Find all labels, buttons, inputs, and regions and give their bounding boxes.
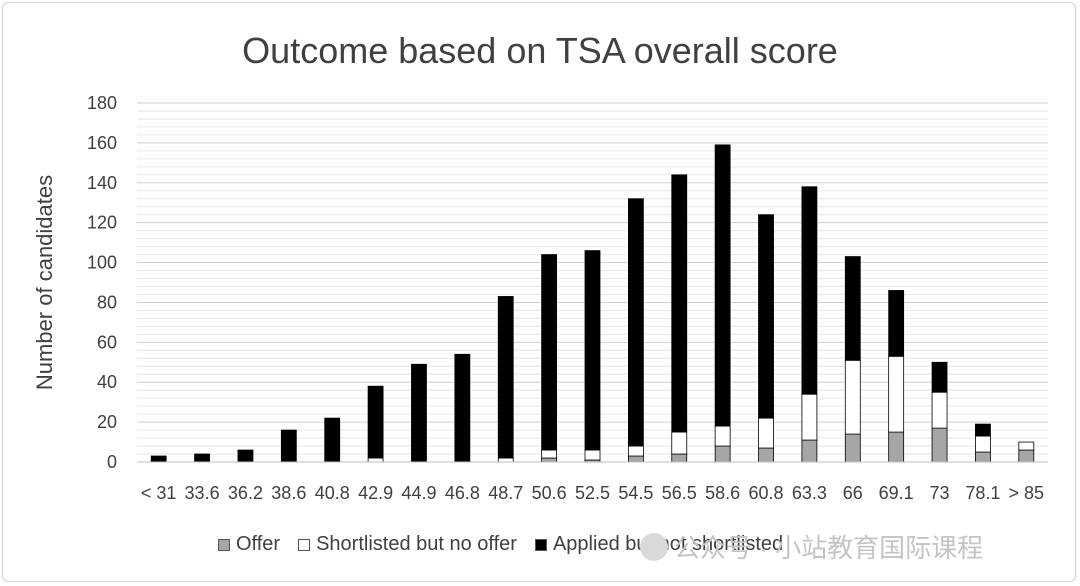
bar-segment-applied (280, 429, 297, 463)
bar-segment-offer (541, 457, 558, 463)
bar-segment-offer (627, 455, 644, 463)
x-tick-label: 40.8 (315, 483, 350, 503)
y-tick-label: 0 (107, 452, 117, 472)
bar-segment-applied (975, 423, 991, 437)
legend-item-applied: Applied but not shortlisted (534, 533, 784, 556)
x-tick-label: 42.9 (358, 483, 393, 503)
bar-segment-shortlisted (627, 445, 644, 457)
bar-segment-applied (411, 363, 427, 463)
y-tick-label: 60 (97, 332, 117, 352)
x-tick-label: 78.1 (965, 483, 1000, 503)
bar-segment-shortlisted (584, 449, 601, 461)
legend: Offer Shortlisted but no offer Applied b… (218, 533, 801, 556)
bar-segment-shortlisted (758, 417, 774, 449)
x-tick-label: 66 (843, 483, 863, 503)
bar-segment-applied (888, 290, 905, 357)
x-tick-label: 44.9 (401, 483, 436, 503)
x-tick-label: 52.5 (575, 483, 610, 503)
bar-segment-offer (844, 433, 861, 463)
y-tick-label: 40 (97, 372, 117, 392)
bar-segment-offer (714, 445, 731, 463)
legend-swatch-applied (534, 538, 547, 551)
bar-segment-shortlisted (714, 425, 731, 447)
legend-item-shortlisted: Shortlisted but no offer (298, 533, 517, 556)
bar-segment-shortlisted (975, 435, 991, 453)
legend-label-applied: Applied but not shortlisted (552, 533, 784, 555)
x-tick-label: 33.6 (185, 483, 220, 503)
bar-segment-applied (671, 174, 688, 433)
x-tick-label: 54.5 (618, 483, 653, 503)
y-tick-label: 20 (97, 412, 117, 432)
bar-segment-applied (714, 144, 731, 427)
bar-segment-offer (931, 427, 948, 463)
bar-segment-applied (844, 256, 861, 361)
x-tick-label: 73 (930, 483, 950, 503)
bar-segment-applied (367, 385, 384, 459)
x-tick-label: 63.3 (792, 483, 827, 503)
legend-item-offer: Offer (218, 533, 280, 556)
bar-segment-shortlisted (931, 391, 948, 429)
y-tick-label: 160 (87, 133, 117, 153)
bar-segment-shortlisted (888, 355, 905, 433)
y-tick-label: 140 (87, 173, 117, 193)
bar-segment-offer (801, 439, 818, 463)
bar-segment-applied (150, 455, 167, 463)
x-tick-label: 58.6 (705, 483, 740, 503)
x-tick-label: 38.6 (271, 483, 306, 503)
x-tick-label: 50.6 (532, 483, 567, 503)
bar-segment-offer (975, 451, 991, 463)
bar-segment-shortlisted (1018, 441, 1035, 451)
legend-swatch-shortlisted (298, 538, 311, 551)
bar-segment-applied (194, 453, 210, 463)
chart-title: Outcome based on TSA overall score (242, 30, 838, 71)
y-tick-label: 120 (87, 213, 117, 233)
y-tick-label: 80 (97, 292, 117, 312)
bar-segment-shortlisted (671, 431, 688, 455)
bar-segment-shortlisted (844, 359, 861, 435)
legend-swatch-offer (218, 538, 230, 551)
x-tick-label: 36.2 (228, 483, 263, 503)
watermark: 公众号 · 小站教育国际课程 (640, 528, 983, 565)
bar-segment-offer (1018, 449, 1035, 463)
bar-segment-applied (454, 353, 471, 463)
wechat-icon (640, 532, 668, 561)
watermark-text: 公众号 · 小站教育国际课程 (674, 533, 984, 563)
bar-segment-applied (758, 214, 774, 419)
bar-segment-offer (888, 431, 905, 463)
bar-segment-applied (497, 296, 514, 459)
x-tick-label: 46.8 (445, 483, 480, 503)
bar-segment-applied (541, 254, 558, 451)
x-tick-label: 56.5 (662, 483, 697, 503)
bar-segment-shortlisted (497, 457, 514, 463)
x-tick-label: > 85 (1009, 483, 1045, 503)
y-tick-label: 100 (87, 253, 117, 273)
bar-segment-applied (801, 186, 818, 395)
bar-segment-shortlisted (367, 457, 384, 463)
x-tick-label: 60.8 (749, 483, 784, 503)
x-tick-label: 69.1 (879, 483, 914, 503)
legend-label-offer: Offer (236, 533, 281, 555)
y-tick-label: 180 (87, 93, 117, 113)
bar-segment-shortlisted (541, 449, 558, 459)
bar-segment-offer (758, 447, 774, 463)
bar-segment-applied (237, 449, 254, 463)
y-axis-label: Number of candidates (32, 175, 57, 390)
bar-segment-applied (324, 417, 341, 463)
x-tick-label: < 31 (141, 483, 177, 503)
bar-segment-applied (931, 361, 948, 393)
bar-segment-shortlisted (801, 393, 818, 441)
x-tick-label: 48.7 (488, 483, 523, 503)
legend-label-shortlisted: Shortlisted but no offer (316, 533, 517, 555)
bar-segment-offer (671, 453, 688, 463)
bar-segment-applied (584, 250, 601, 451)
bar-segment-applied (627, 198, 644, 447)
